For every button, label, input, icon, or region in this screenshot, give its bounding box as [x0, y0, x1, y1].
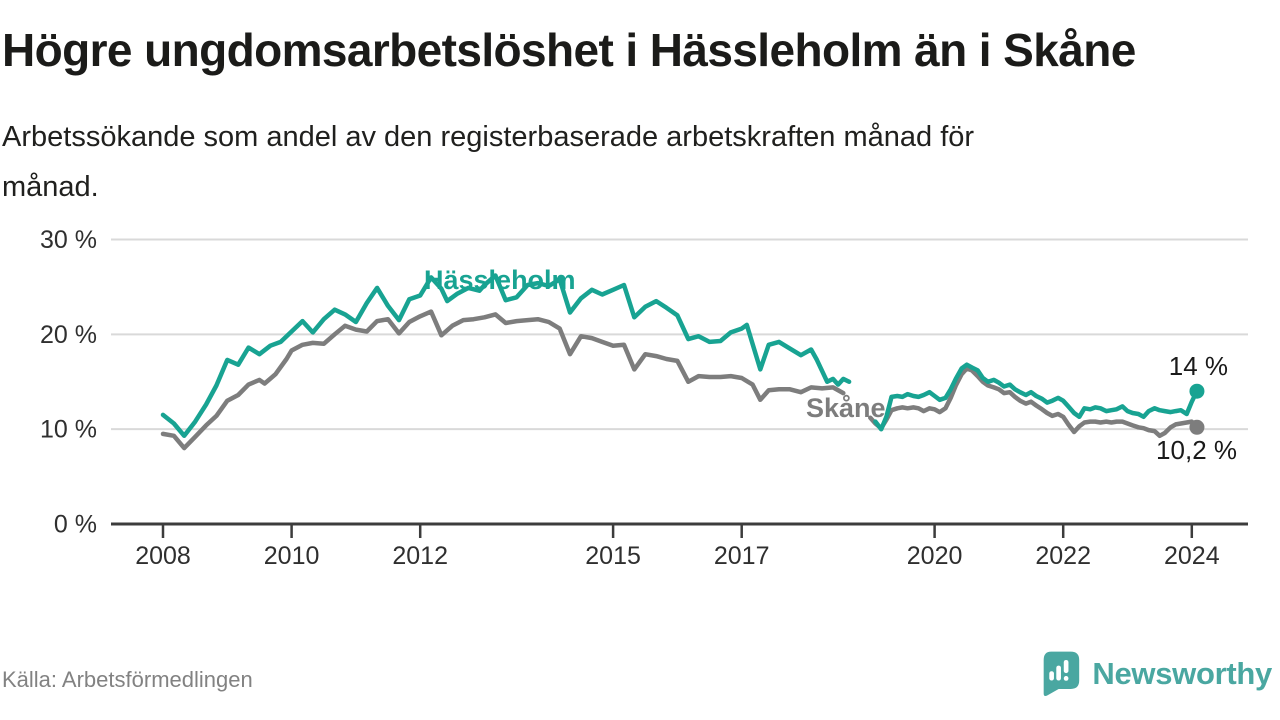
end-value-label-skne: 10,2 % [1156, 435, 1237, 465]
x-tick-label-2012: 2012 [392, 542, 448, 570]
x-tick-label-2020: 2020 [907, 542, 963, 570]
y-tick-label-10: 10 % [40, 416, 97, 444]
x-tick-label-2022: 2022 [1035, 542, 1091, 570]
chart-subtitle: Arbetssökande som andel av den registerb… [2, 112, 1222, 212]
x-tick-label-2015: 2015 [585, 542, 641, 570]
chart-subtitle-line-1: Arbetssökande som andel av den registerb… [2, 121, 975, 153]
x-tick-label-2024: 2024 [1164, 542, 1220, 570]
y-tick-label-30: 30 % [40, 226, 97, 254]
source-label: Källa: Arbetsförmedlingen [2, 667, 253, 692]
x-tick-label-2008: 2008 [135, 542, 191, 570]
chart-svg: 0 % 10 % 20 % 30 % 2008 2010 2012 2015 2017 2020 2… [40, 226, 1248, 570]
series-line-hssleholm-seg1 [160, 273, 852, 439]
newsworthy-logo-icon [1044, 651, 1080, 697]
y-tick-label-20: 20 % [40, 321, 97, 349]
series-line-hssleholm-seg2 [873, 362, 1200, 432]
chart-subtitle-line-2: månad. [2, 171, 99, 203]
series-line-skne-seg1 [160, 309, 846, 451]
newsworthy-logo-text: Newsworthy [1092, 656, 1272, 691]
chart-title: Högre ungdomsarbetslöshet i Hässleholm ä… [2, 24, 1136, 76]
series-label-hssleholm: Hässleholm [424, 265, 576, 295]
end-value-label-hssleholm: 14 % [1169, 351, 1228, 381]
series-label-skne: Skåne [806, 393, 886, 423]
x-tick-label-2017: 2017 [714, 542, 770, 570]
x-tick-label-2010: 2010 [264, 542, 320, 570]
end-dot-hssleholm [1189, 383, 1205, 399]
y-tick-label-0: 0 % [54, 511, 97, 539]
end-dot-skne [1189, 419, 1205, 435]
newsworthy-logo: Newsworthy [1039, 646, 1272, 702]
series-line-skne-seg2 [868, 366, 1200, 439]
